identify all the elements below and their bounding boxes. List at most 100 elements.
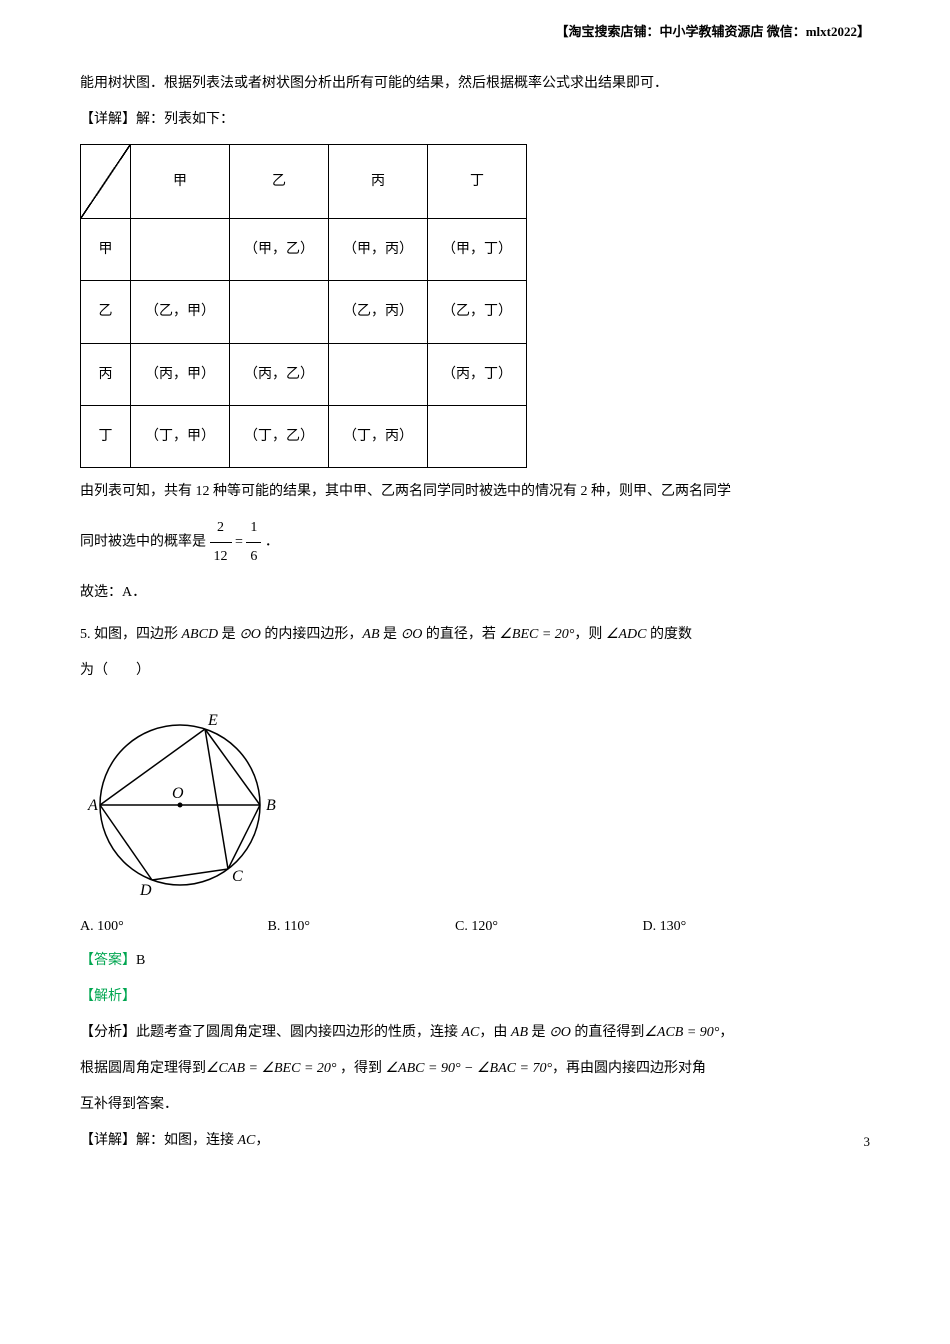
q-text: 的度数 bbox=[646, 627, 692, 642]
detail2-prefix: 【详解】解：如图，连接 bbox=[80, 1133, 238, 1148]
eq-sign: = bbox=[245, 1061, 261, 1076]
question-5: 5. 如图，四边形 ABCD 是 ⊙O 的内接四边形， A B 是 ⊙O 的直径，若… bbox=[80, 621, 870, 1155]
table-cell: （乙，丁） bbox=[428, 281, 527, 343]
conclusion-line-2: 同时被选中的概率是 2 12 = 1 6 ． bbox=[80, 514, 870, 571]
table-cell: （丙，甲） bbox=[131, 343, 230, 405]
option-d: D. 130° bbox=[643, 914, 831, 939]
var-ac: AC bbox=[238, 1133, 256, 1148]
eq-20b: = 20° bbox=[300, 1061, 336, 1076]
detail2-end: ， bbox=[255, 1133, 269, 1148]
circle-o: ⊙O bbox=[549, 1025, 571, 1040]
analysis-text-line1: 【分析】此题考查了圆周角定理、圆内接四边形的性质，连接 AC，由 AB 是 ⊙O… bbox=[80, 1019, 870, 1047]
table-cell bbox=[230, 281, 329, 343]
table-corner bbox=[81, 145, 131, 219]
probability-table: 甲 乙 丙 丁 甲 （甲，乙） （甲，丙） （甲，丁） 乙 （乙，甲） （乙，丙… bbox=[80, 144, 527, 468]
table-cell: （丙，丁） bbox=[428, 343, 527, 405]
table-cell bbox=[131, 219, 230, 281]
q5-text-2: 为（ ） bbox=[80, 657, 870, 685]
col-header: 甲 bbox=[131, 145, 230, 219]
option-b: B. 110° bbox=[268, 914, 456, 939]
table-cell bbox=[329, 343, 428, 405]
eq-20: = 20° bbox=[538, 627, 574, 642]
svg-text:E: E bbox=[207, 712, 218, 729]
detail-label: 【详解】解：列表如下： bbox=[80, 106, 870, 134]
text-dedao: ，得到 bbox=[337, 1061, 386, 1076]
q-number: 5. bbox=[80, 627, 91, 642]
table-cell: （甲，丙） bbox=[329, 219, 428, 281]
answer-options: A. 100° B. 110° C. 120° D. 130° bbox=[80, 914, 870, 939]
row-header: 丙 bbox=[81, 343, 131, 405]
svg-text:B: B bbox=[266, 797, 276, 814]
q-text: 的直径，若 bbox=[422, 627, 499, 642]
svg-text:D: D bbox=[139, 882, 152, 895]
q-text: 的内接四边形， bbox=[261, 627, 363, 642]
analysis-text-line2: 根据圆周角定理得到∠CAB = ∠BEC = 20° ，得到 ∠ABC = 90… bbox=[80, 1055, 870, 1083]
q-text: 是 bbox=[380, 627, 401, 642]
comma: ， bbox=[719, 1025, 733, 1040]
angle-bec: ∠BEC bbox=[261, 1061, 300, 1076]
table-cell: （甲，丁） bbox=[428, 219, 527, 281]
row-header: 乙 bbox=[81, 281, 131, 343]
angle-acb: ∠ACB bbox=[644, 1025, 683, 1040]
eq-70: = 70° bbox=[516, 1061, 552, 1076]
option-a: A. 100° bbox=[80, 914, 268, 939]
table-cell: （乙，甲） bbox=[131, 281, 230, 343]
col-header: 乙 bbox=[230, 145, 329, 219]
analysis-mid: ，由 bbox=[479, 1025, 511, 1040]
fraction-2: 1 6 bbox=[246, 514, 261, 571]
eq-calc: = 90° − bbox=[425, 1061, 478, 1076]
eq-90: = 90° bbox=[683, 1025, 719, 1040]
col-header: 丁 bbox=[428, 145, 527, 219]
page-number: 3 bbox=[864, 1130, 871, 1153]
svg-text:C: C bbox=[232, 868, 243, 885]
table-cell: （丁，丙） bbox=[329, 405, 428, 467]
fraction-1: 2 12 bbox=[210, 514, 232, 571]
q-text: 是 bbox=[218, 627, 239, 642]
circle-o: ⊙O bbox=[239, 627, 261, 642]
var-abcd: ABCD bbox=[182, 627, 219, 642]
svg-text:O: O bbox=[172, 785, 184, 802]
angle-adc: ∠ADC bbox=[606, 627, 647, 642]
header-watermark: 【淘宝搜索店铺：中小学教辅资源店 微信：mlxt2022】 bbox=[555, 20, 870, 43]
q5-text: 5. 如图，四边形 ABCD 是 ⊙O 的内接四边形，AB 是 ⊙O 的直径，若… bbox=[80, 621, 870, 649]
detail-2: 【详解】解：如图，连接 AC， bbox=[80, 1127, 870, 1155]
numerator: 1 bbox=[246, 514, 261, 543]
answer-line: 【答案】B bbox=[80, 947, 870, 975]
choose-a: 故选：A． bbox=[80, 579, 870, 607]
analysis-label-line: 【解析】 bbox=[80, 983, 870, 1011]
analysis-prefix: 【分析】此题考查了圆周角定理、圆内接四边形的性质，连接 bbox=[80, 1025, 462, 1040]
table-cell: （乙，丙） bbox=[329, 281, 428, 343]
svg-text:A: A bbox=[87, 797, 98, 814]
q-text: 如图，四边形 bbox=[94, 627, 182, 642]
angle-abc: ∠ABC bbox=[386, 1061, 425, 1076]
intro-text: 能用树状图．根据列表法或者树状图分析出所有可能的结果，然后根据概率公式求出结果即… bbox=[80, 70, 870, 98]
conclusion-prefix: 同时被选中的概率是 bbox=[80, 535, 206, 550]
q-text: ，则 bbox=[574, 627, 606, 642]
angle-bec: ∠BEC bbox=[499, 627, 538, 642]
table-cell: （丁，甲） bbox=[131, 405, 230, 467]
row-header: 甲 bbox=[81, 219, 131, 281]
text-zaiyou: ，再由圆内接四边形对角 bbox=[552, 1061, 706, 1076]
col-header: 丙 bbox=[329, 145, 428, 219]
main-content: 能用树状图．根据列表法或者树状图分析出所有可能的结果，然后根据概率公式求出结果即… bbox=[80, 70, 870, 1155]
table-cell bbox=[428, 405, 527, 467]
analysis-text-line3: 互补得到答案． bbox=[80, 1091, 870, 1119]
analysis-label: 【解析】 bbox=[80, 989, 136, 1004]
var-ac: AC bbox=[462, 1025, 480, 1040]
denominator: 6 bbox=[246, 543, 261, 571]
table-cell: （甲，乙） bbox=[230, 219, 329, 281]
numerator: 2 bbox=[210, 514, 232, 543]
analysis-mid2: 是 bbox=[528, 1025, 549, 1040]
geometry-figure: A B E C D O bbox=[80, 695, 870, 904]
answer-value: B bbox=[136, 953, 145, 968]
circle-o: ⊙O bbox=[401, 627, 423, 642]
row-header: 丁 bbox=[81, 405, 131, 467]
table-cell: （丁，乙） bbox=[230, 405, 329, 467]
angle-bac: ∠BAC bbox=[477, 1061, 516, 1076]
line2-prefix: 根据圆周角定理得到 bbox=[80, 1061, 206, 1076]
angle-cab: ∠CAB bbox=[206, 1061, 245, 1076]
analysis-mid3: 的直径得到 bbox=[571, 1025, 645, 1040]
option-c: C. 120° bbox=[455, 914, 643, 939]
conclusion-line-1: 由列表可知，共有 12 种等可能的结果，其中甲、乙两名同学同时被选中的情况有 2… bbox=[80, 478, 870, 506]
equals-sign: = bbox=[235, 535, 243, 550]
